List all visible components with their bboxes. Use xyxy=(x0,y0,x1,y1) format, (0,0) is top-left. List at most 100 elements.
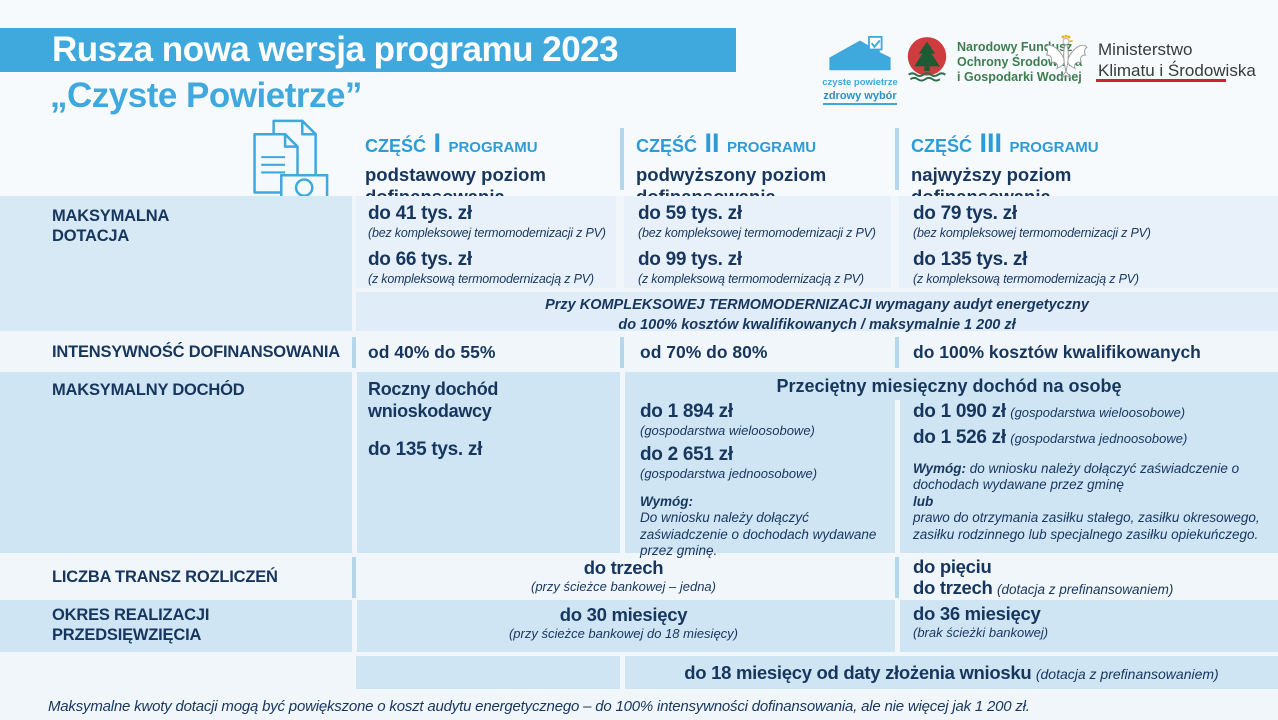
grant-value: do 135 tys. zł xyxy=(913,249,1028,270)
row-separator xyxy=(620,656,625,689)
part2-level-line1: podwyższony poziom xyxy=(636,164,827,185)
tree-circle-icon xyxy=(905,36,949,89)
intensity-value-part1: od 40% do 55% xyxy=(368,342,496,362)
tranches-value: do trzech xyxy=(583,557,664,578)
grant-value: do 79 tys. zł xyxy=(913,203,1017,224)
row-separator xyxy=(352,600,357,652)
part-program-word: PROGRAMU xyxy=(726,139,817,156)
part1-level-line1: podstawowy poziom xyxy=(365,164,546,185)
logo-ministry-line2: Klimatu i Środowiska xyxy=(1098,60,1256,80)
grant-row-label-band xyxy=(0,196,352,331)
row-divider-bar xyxy=(895,337,899,368)
grant-note: (bez kompleksowej termomodernizacji z PV… xyxy=(368,226,606,240)
income-value: do 1 090 zł xyxy=(913,401,1006,422)
grant-value: do 66 tys. zł xyxy=(368,249,472,270)
part-numeral: II xyxy=(704,128,720,158)
part-program-word: PROGRAMU xyxy=(448,139,538,156)
logo-ministry-line1: Ministerstwo xyxy=(1098,40,1193,60)
tranches-cell-part3: do pięciu do trzech (dotacja z prefinans… xyxy=(913,556,1173,600)
part-word: CZĘŚĆ xyxy=(636,136,698,156)
prefinancing-cell: do 18 miesięcy od daty złożenia wniosku … xyxy=(625,656,1278,691)
logo-czyste-powietrze: czyste powietrze zdrowy wybór xyxy=(822,36,898,105)
tranches-note: (dotacja z prefinansowaniem) xyxy=(996,582,1174,597)
audit-note-line1: Przy KOMPLEKSOWEJ TERMOMODERNIZACJI wyma… xyxy=(545,297,1089,313)
row-divider-bar xyxy=(895,557,899,598)
tranches-value: do trzech xyxy=(913,577,993,598)
period-note: (przy ścieżce bankowej do 18 miesięcy) xyxy=(508,626,739,641)
period-row-band xyxy=(0,600,1278,652)
audit-note-line2: do 100% kosztów kwalifikowanych / maksym… xyxy=(618,316,1016,333)
period-label-line1: OKRES REALIZACJI xyxy=(52,606,210,624)
logo-czyste-powietrze-line2: zdrowy wybór xyxy=(823,90,897,105)
requirement-sentence: Wymóg: do wniosku należy dołączyć zaświa… xyxy=(913,461,1239,492)
income-row-band xyxy=(0,372,1278,553)
income-span-heading: Przeciętny miesięczny dochód na osobę xyxy=(776,376,1122,396)
tranches-value: do pięciu xyxy=(913,556,992,577)
income-part1-heading-line2: wnioskodawcy xyxy=(368,400,492,421)
income-value: do 2 651 zł xyxy=(640,444,733,465)
tranches-line: do trzech (dotacja z prefinansowaniem) xyxy=(913,577,1173,600)
income-cell-part1: Roczny dochód wnioskodawcy do 135 tys. z… xyxy=(368,379,498,461)
row-divider-bar xyxy=(352,337,356,368)
requirement-text: do wniosku należy dołączyć zaświadczenie… xyxy=(913,461,1240,493)
requirement-label: Wymóg: xyxy=(640,494,693,509)
logo-nfosigw: Narodowy Fundusz Ochrony Środowiska i Go… xyxy=(905,36,1082,89)
part-program-word: PROGRAMU xyxy=(1009,139,1099,156)
grant-note: (bez kompleksowej termomodernizacji z PV… xyxy=(913,226,1151,240)
logo-ministry-text: Ministerstwo Klimatu i Środowiska xyxy=(1098,40,1256,81)
grant-note: (z kompleksową termomodernizacją z PV) xyxy=(368,272,594,286)
grant-cell-part3: do 79 tys. zł (bez kompleksowej termomod… xyxy=(899,196,1278,288)
eagle-icon xyxy=(1042,34,1090,87)
logo-ministry: Ministerstwo Klimatu i Środowiska xyxy=(1042,34,1256,87)
requirement-text: Do wniosku należy dołączyć zaświadczenie… xyxy=(640,510,877,559)
prefinancing-note: (dotacja z prefinansowaniem) xyxy=(1035,666,1219,682)
income-part3-requirement: Wymóg: do wniosku należy dołączyć zaświa… xyxy=(913,461,1265,543)
income-line: do 1 090 zł (gospodarstwa wieloosobowe) xyxy=(913,401,1273,423)
requirement-or: lub xyxy=(913,493,934,509)
row-separator xyxy=(895,400,900,553)
grant-note: (z kompleksową termomodernizacją z PV) xyxy=(913,272,1139,286)
row-label-maksymalny-dochod: MAKSYMALNY DOCHÓD xyxy=(52,381,245,399)
tranches-note: (przy ścieżce bankowej – jedna) xyxy=(531,579,716,594)
row-label-intensywnosc: INTENSYWNOŚĆ DOFINANSOWANIA xyxy=(52,343,340,361)
income-part1-heading: Roczny dochód wnioskodawcy xyxy=(368,379,498,422)
row-divider-bar xyxy=(352,557,356,598)
tranches-span-cell: do trzech (przy ścieżce bankowej – jedna… xyxy=(356,557,891,594)
house-check-icon xyxy=(827,36,893,77)
income-value: do 1 526 zł xyxy=(913,427,1006,448)
part3-level-line1: najwyższy poziom xyxy=(911,164,1072,185)
period-value: do 36 miesięcy xyxy=(913,603,1041,624)
income-line: do 1 526 zł (gospodarstwa jednoosobowe) xyxy=(913,427,1273,449)
income-cell-part2: do 1 894 zł (gospodarstwa wieloosobowe) … xyxy=(640,401,880,560)
grant-note: (z kompleksową termomodernizacją z PV) xyxy=(638,272,864,286)
logo-nfosigw-text: Narodowy Fundusz Ochrony Środowiska i Go… xyxy=(957,40,1082,84)
requirement-text2: prawo do otrzymania zasiłku stałego, zas… xyxy=(913,510,1260,542)
logo-nfosigw-line1: Narodowy Fundusz xyxy=(957,40,1073,55)
part1-title: CZĘŚĆ I PROGRAMU xyxy=(365,128,625,159)
part2-title: CZĘŚĆ II PROGRAMU xyxy=(636,128,896,159)
logo-czyste-powietrze-line1: czyste powietrze xyxy=(822,77,898,88)
logo-nfosigw-line3: i Gospodarki Wodnej xyxy=(957,69,1082,84)
part-word: CZĘŚĆ xyxy=(911,136,973,156)
income-note: (gospodarstwa jednoosobowe) xyxy=(1010,431,1188,446)
prefinancing-value: do 18 miesięcy od daty złożenia wniosku xyxy=(684,662,1032,683)
row-separator xyxy=(895,600,900,652)
row-label-maksymalna-dotacja: MAKSYMALNA DOTACJA xyxy=(52,206,169,246)
income-value: do 1 894 zł xyxy=(640,401,733,422)
part3-title: CZĘŚĆ III PROGRAMU xyxy=(911,128,1171,159)
income-note: (gospodarstwa wieloosobowe) xyxy=(640,423,815,438)
period-cell-part3: do 36 miesięcy (brak ścieżki bankowej) xyxy=(913,603,1048,640)
column-divider-bar xyxy=(620,128,624,190)
income-part1-heading-line1: Roczny dochód xyxy=(368,379,499,399)
grant-value: do 41 tys. zł xyxy=(368,203,472,224)
row-separator xyxy=(352,372,357,553)
grant-value: do 99 tys. zł xyxy=(638,249,742,270)
period-label-line2: PRZEDSIĘWZIĘCIA xyxy=(52,626,202,645)
documents-money-icon xyxy=(243,118,331,207)
row-separator xyxy=(620,372,625,553)
period-span-cell: do 30 miesięcy (przy ścieżce bankowej do… xyxy=(356,604,891,641)
row-label-liczba-transz: LICZBA TRANSZ ROZLICZEŃ xyxy=(52,568,278,586)
page-title: Rusza nowa wersja programu 2023 xyxy=(52,30,619,69)
header-banner: Rusza nowa wersja programu 2023 xyxy=(0,28,736,72)
